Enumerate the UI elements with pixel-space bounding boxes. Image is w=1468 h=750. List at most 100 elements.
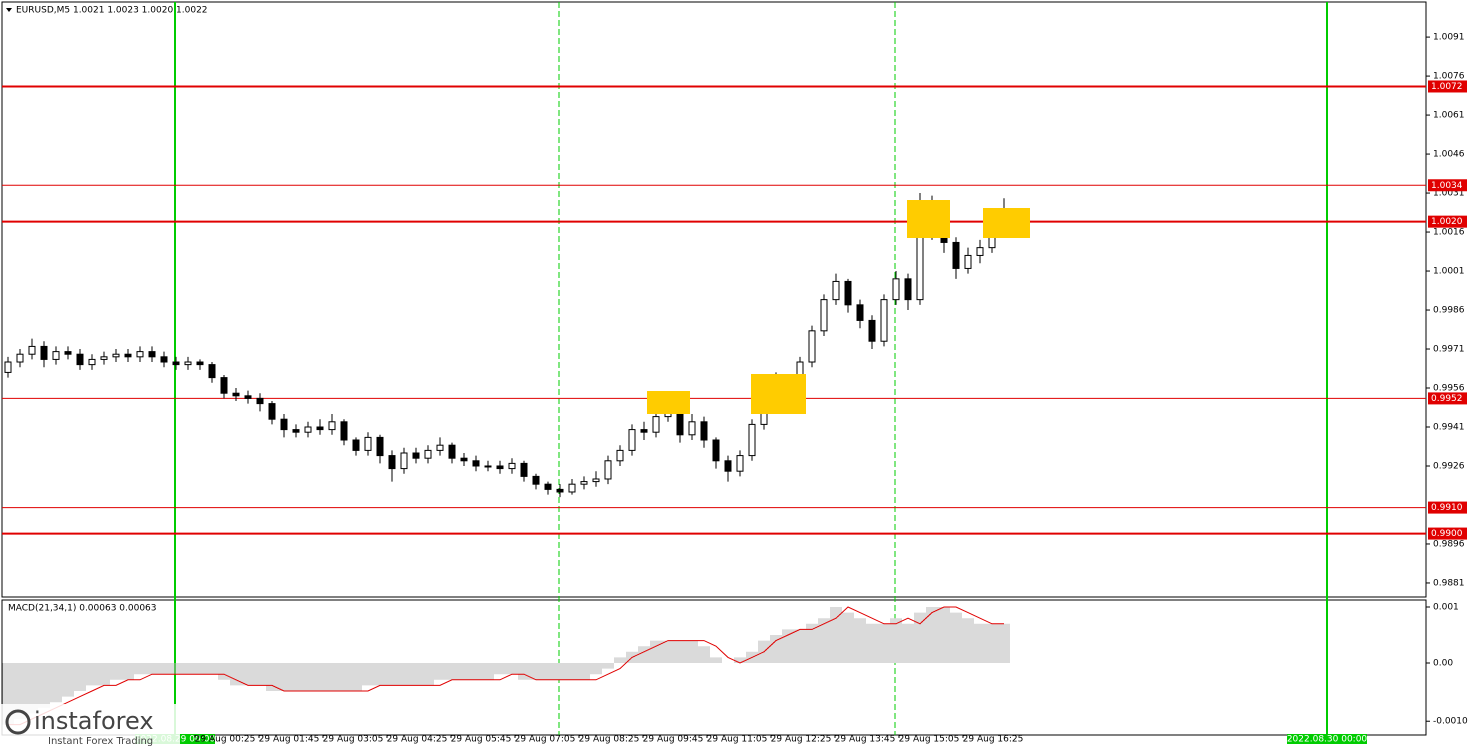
candle-body	[424, 449, 432, 459]
candle-body	[952, 241, 960, 269]
candle-body	[508, 462, 516, 470]
candle-body	[568, 483, 576, 493]
candle-body	[808, 330, 816, 363]
level-label: 1.0072	[1431, 82, 1463, 92]
y-tick-label: 1.0076	[1433, 72, 1465, 82]
candle-body	[268, 403, 276, 420]
candle-body	[532, 475, 540, 485]
candle-body	[580, 481, 588, 485]
macd-title: MACD(21,34,1) 0.00063 0.00063	[8, 604, 157, 614]
y-tick-label: 0.9926	[1433, 461, 1465, 471]
candle-body	[496, 465, 504, 470]
candle-body	[400, 452, 408, 470]
candle-body	[292, 429, 300, 433]
level-label-box	[1428, 527, 1467, 540]
x-tick-label: 29 Aug 16:25	[963, 735, 1024, 745]
highlight	[907, 200, 950, 238]
candle-body	[892, 278, 900, 301]
x-tick-label: 29 Aug 15:05	[899, 735, 960, 745]
candle-body	[448, 444, 456, 459]
y-tick-label: 1.0091	[1433, 33, 1465, 43]
candle-body	[880, 299, 888, 342]
candle-body	[868, 319, 876, 342]
candle-body	[688, 421, 696, 436]
menu-arrow	[6, 8, 12, 12]
candle-body	[280, 418, 288, 431]
candle-body	[652, 416, 660, 433]
candle-body	[328, 421, 336, 431]
macd-y-tick-label: 0.001	[1433, 602, 1459, 612]
y-tick-label: 1.0016	[1433, 228, 1465, 238]
candle-body	[976, 247, 984, 256]
candle-body	[856, 304, 864, 321]
candle-body	[820, 299, 828, 332]
y-tick-label: 0.9881	[1433, 578, 1465, 588]
candle-body	[136, 351, 144, 358]
x-tick-label: 29 Aug 01:45	[259, 735, 320, 745]
macd-y-tick-label: -0.00104	[1433, 717, 1468, 727]
y-tick-label: 1.0046	[1433, 150, 1465, 160]
highlight	[983, 208, 1030, 238]
level-label-box	[1428, 215, 1467, 228]
macd-signal	[8, 606, 1004, 726]
x-tick-label: 29 Aug 03:05	[323, 735, 384, 745]
candle-body	[256, 397, 264, 405]
highlight	[647, 391, 690, 414]
candle-body	[460, 457, 468, 462]
candle-body	[724, 460, 732, 472]
level-label: 0.9900	[1431, 529, 1463, 539]
y-tick-label: 0.9971	[1433, 345, 1465, 355]
candle-body	[628, 429, 636, 451]
candle-body	[700, 421, 708, 441]
candle-body	[904, 278, 912, 301]
candle-body	[304, 426, 312, 433]
candle-body	[40, 345, 48, 360]
candle-body	[52, 351, 60, 360]
x-tick-label: 29 Aug 12:25	[771, 735, 832, 745]
candle-body	[16, 353, 24, 363]
candle-body	[112, 353, 120, 358]
candle-body	[484, 465, 492, 468]
chart-title: EURUSD,M5 1.0021 1.0023 1.0020 1.0022	[16, 6, 208, 16]
candle-body	[208, 364, 216, 379]
candle-body	[64, 351, 72, 355]
candle-body	[472, 460, 480, 467]
y-tick-label: 0.9896	[1433, 539, 1465, 549]
level-label-box	[1428, 179, 1467, 192]
level-label-box	[1428, 392, 1467, 405]
y-tick-label: 1.0061	[1433, 111, 1465, 121]
candle-body	[148, 351, 156, 358]
candle-body	[412, 452, 420, 459]
macd-frame	[1, 599, 1427, 736]
candle-body	[544, 483, 552, 490]
x-tick-label: 29 Aug 08:25	[579, 735, 640, 745]
macd-y-tick-label: 0.00	[1433, 658, 1453, 668]
candle-body	[316, 426, 324, 431]
level-label-box	[1428, 80, 1467, 93]
x-tick-label: 29 Aug 13:45	[835, 735, 896, 745]
candle-body	[604, 460, 612, 480]
candle-body	[76, 353, 84, 366]
candle-body	[340, 421, 348, 441]
candle-body	[160, 356, 168, 363]
level-label: 0.9910	[1431, 503, 1463, 513]
candle-body	[640, 429, 648, 433]
candle-body	[436, 444, 444, 451]
level-label-box	[1428, 501, 1467, 514]
candle-body	[364, 436, 372, 451]
date-marker-box	[1287, 734, 1367, 744]
main-frame	[1, 1, 1427, 598]
x-tick-label: 29 Aug 11:05	[707, 735, 768, 745]
candle-body	[352, 439, 360, 451]
candle-body	[832, 280, 840, 301]
x-tick-label: 29 Aug 07:05	[515, 735, 576, 745]
candle-body	[748, 423, 756, 457]
x-tick-label: 29 Aug 04:25	[387, 735, 448, 745]
candle-body	[100, 356, 108, 360]
highlight	[751, 374, 806, 414]
candle-body	[964, 254, 972, 269]
candle-body	[244, 395, 252, 399]
candle-body	[88, 358, 96, 366]
candle-body	[376, 436, 384, 457]
y-tick-label: 1.0031	[1433, 189, 1465, 199]
